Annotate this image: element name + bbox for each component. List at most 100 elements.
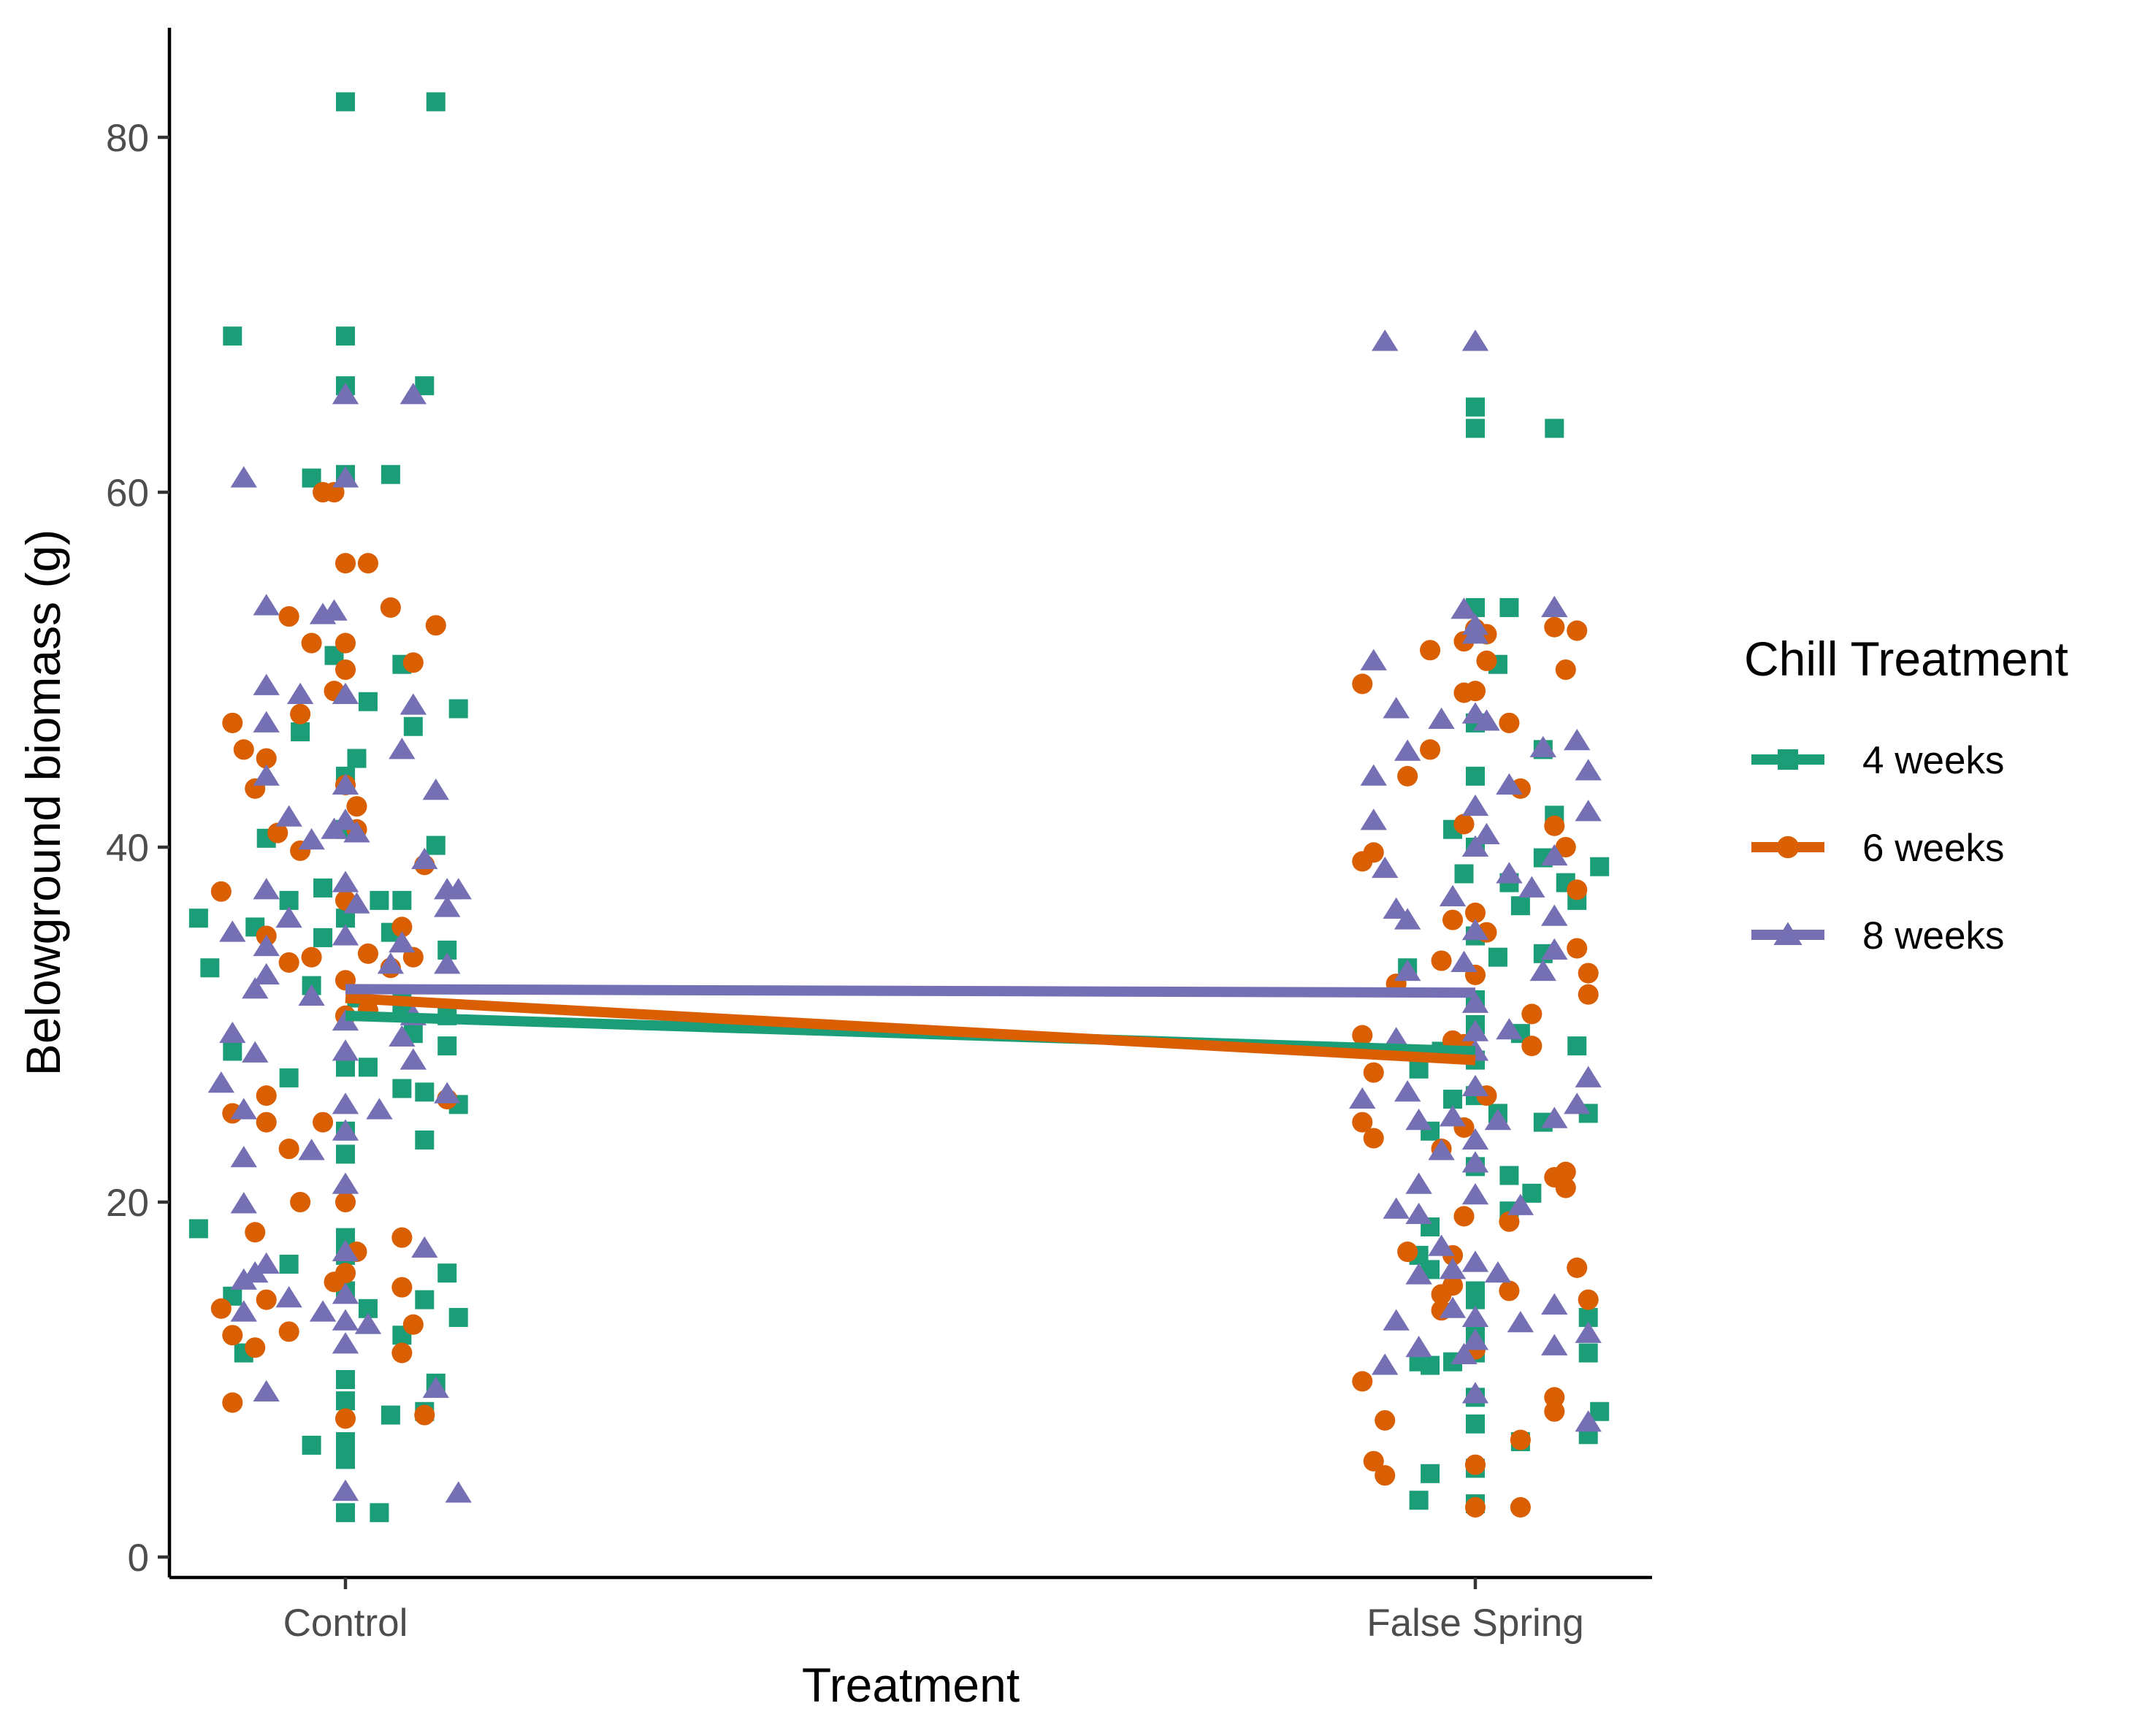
data-point	[332, 466, 359, 488]
data-point	[1564, 1093, 1591, 1114]
data-point	[411, 847, 438, 870]
data-point	[434, 895, 461, 917]
data-point	[1450, 597, 1478, 619]
data-point	[343, 821, 370, 843]
data-point	[1439, 884, 1467, 907]
data-point	[1555, 1177, 1576, 1198]
data-point	[332, 1039, 359, 1061]
data-point	[1352, 673, 1373, 695]
data-point	[1541, 938, 1568, 960]
data-point	[286, 682, 314, 705]
data-point	[279, 1068, 299, 1087]
data-point	[1578, 984, 1599, 1005]
data-point	[210, 881, 232, 902]
data-point	[1372, 329, 1399, 351]
data-point	[1529, 735, 1557, 757]
y-tick-label: 20	[106, 1182, 149, 1225]
data-point	[358, 692, 378, 711]
data-point	[1431, 950, 1452, 971]
x-axis-title: Treatment	[802, 1658, 1020, 1712]
data-point	[1352, 1025, 1373, 1046]
data-point	[1428, 1139, 1455, 1160]
data-point	[253, 878, 280, 900]
data-point	[415, 1290, 435, 1309]
legend-title: Chill Treatment	[1744, 632, 2068, 686]
data-point	[313, 927, 333, 947]
data-point	[1352, 851, 1373, 872]
data-point	[256, 1289, 277, 1310]
data-point	[1466, 418, 1485, 438]
series-points	[207, 329, 1602, 1503]
data-point	[414, 1404, 435, 1426]
mean-lines-layer	[345, 984, 1476, 1066]
data-point	[223, 326, 242, 346]
data-point	[1405, 1202, 1432, 1225]
data-point	[1575, 800, 1602, 822]
data-point	[1372, 856, 1399, 879]
data-point	[1397, 1242, 1418, 1263]
data-point	[1360, 649, 1387, 670]
data-point	[278, 1139, 299, 1160]
data-point	[1488, 947, 1507, 967]
legend-label: 4 weeks	[1862, 739, 2004, 782]
y-tick-label: 0	[128, 1537, 149, 1580]
x-tick-label: False Spring	[1366, 1602, 1584, 1645]
data-point	[1461, 1382, 1489, 1404]
data-point	[411, 1236, 438, 1258]
data-point	[402, 652, 424, 673]
data-point	[1541, 1106, 1568, 1128]
data-point	[391, 917, 413, 938]
data-point	[1575, 1321, 1602, 1343]
data-point	[253, 711, 280, 733]
data-point	[1590, 857, 1610, 876]
axes-layer	[167, 28, 1652, 1580]
data-point	[336, 1450, 355, 1469]
data-point	[290, 1191, 311, 1213]
data-point	[301, 632, 322, 654]
data-point	[1372, 1353, 1399, 1375]
data-point	[336, 1391, 355, 1411]
data-point	[377, 952, 405, 974]
data-point	[324, 1271, 345, 1293]
data-point	[1352, 1112, 1373, 1133]
data-point	[210, 1298, 232, 1319]
data-point	[253, 594, 280, 616]
data-point	[1499, 1211, 1520, 1232]
data-point	[1394, 959, 1421, 982]
data-point	[1544, 1401, 1565, 1422]
data-point	[275, 906, 302, 928]
data-point	[1461, 329, 1489, 351]
data-point	[335, 553, 356, 574]
data-point	[335, 632, 356, 654]
data-point	[1544, 1387, 1565, 1408]
data-point	[1567, 620, 1588, 641]
data-point	[1461, 1074, 1489, 1097]
data-point	[1567, 938, 1588, 959]
data-point	[253, 934, 280, 957]
x-tick-label: Control	[283, 1602, 408, 1645]
data-point	[245, 1222, 266, 1243]
data-point	[1383, 1309, 1410, 1331]
data-point	[426, 835, 446, 855]
data-point	[335, 1408, 356, 1429]
x-ticks: Control False Spring	[283, 1577, 1584, 1645]
data-point	[222, 1392, 243, 1413]
data-point	[343, 892, 370, 914]
data-point	[1461, 1151, 1489, 1173]
data-point	[313, 1112, 334, 1133]
data-point	[302, 1435, 321, 1455]
data-point	[298, 984, 325, 1006]
y-tick-label: 40	[106, 827, 149, 870]
data-point	[1349, 1087, 1376, 1109]
data-point	[230, 1300, 257, 1322]
data-point	[1555, 836, 1576, 858]
data-point	[1473, 822, 1500, 844]
data-point	[370, 1503, 389, 1523]
data-point	[415, 1130, 435, 1150]
data-point	[1541, 1334, 1568, 1355]
data-point	[332, 1172, 359, 1194]
data-point	[336, 1503, 355, 1523]
data-point	[415, 1082, 435, 1102]
data-point	[321, 599, 348, 621]
data-point	[335, 659, 356, 681]
